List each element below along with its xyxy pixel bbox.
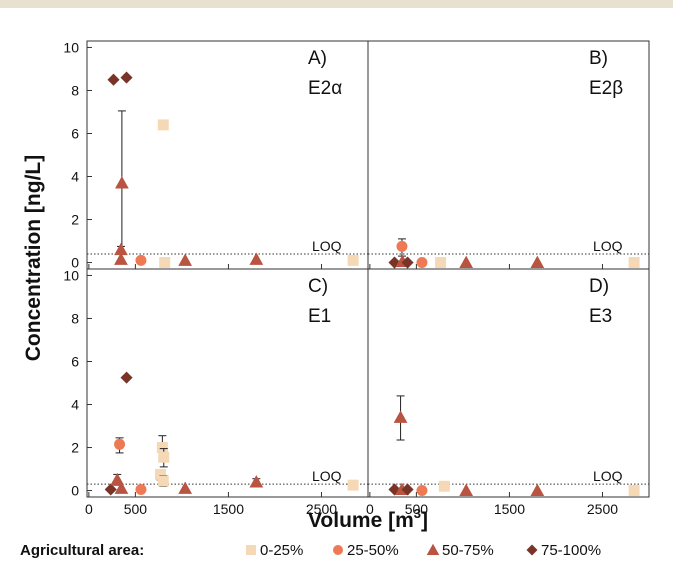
data-point-cat-0-25 (438, 480, 450, 492)
y-tick-label: 8 (71, 310, 79, 326)
data-point-cat-25-50 (114, 438, 126, 450)
y-tick-label: 6 (71, 353, 79, 369)
legend-label: 50-75% (442, 542, 494, 559)
legend-label: 0-25% (260, 542, 303, 559)
data-point-cat-50-75 (115, 176, 129, 189)
y-tick-label: 4 (71, 169, 79, 185)
loq-label: LOQ (312, 238, 342, 254)
x-tick-label: 2500 (306, 501, 337, 517)
data-point-cat-25-50 (416, 257, 428, 269)
y-tick-label: 6 (71, 125, 79, 141)
data-point-cat-50-75 (459, 255, 474, 269)
data-point-cat-25-50 (396, 240, 408, 252)
data-point-cat-0-25 (347, 479, 359, 491)
loq-label: LOQ (312, 468, 342, 484)
data-point-cat-0-25 (155, 468, 167, 480)
data-point-cat-50-75 (114, 481, 129, 494)
data-point-cat-75-100 (107, 73, 120, 86)
x-tick-label: 1500 (494, 501, 525, 517)
data-point-cat-50-75 (114, 252, 128, 265)
top-accent-bar (0, 0, 673, 8)
y-tick-label: 2 (71, 212, 79, 228)
data-point-cat-50-75 (249, 252, 264, 265)
data-point-cat-0-25 (157, 119, 169, 131)
x-axis-label-sup: 3 (414, 506, 421, 521)
legend: Agricultural area: 0-25% 25-50% 50-75% 75-1… (20, 542, 601, 559)
panel-a: LOQ A) E2α 0 2 4 6 8 10 (63, 39, 369, 271)
panel-letter-label: B) (589, 48, 608, 69)
panel-frame (86, 268, 369, 498)
y-axis-label: Concentration [ng/L] (22, 155, 45, 361)
panel-d: LOQ D) E3 0 500 1500 2500 (366, 268, 650, 517)
x-tick-label: 0 (366, 501, 374, 517)
data-point-cat-50-75 (530, 255, 545, 269)
data-point-cat-25-50 (135, 254, 147, 266)
x-tick-label: 2500 (587, 501, 618, 517)
data-point-cat-50-75 (459, 483, 474, 497)
data-point-cat-0-25 (435, 257, 447, 269)
data-point-cat-75-100 (104, 483, 117, 496)
legend-marker-cat-0-25 (246, 545, 256, 555)
data-point-cat-50-75 (178, 481, 193, 494)
data-point-cat-25-50 (416, 485, 428, 497)
data-point-cat-25-50 (135, 483, 147, 495)
legend-marker-cat-75-100 (526, 544, 538, 556)
legend-label: 25-50% (347, 542, 399, 559)
y-tick-label: 10 (63, 39, 79, 55)
panel-c: LOQ C) E1 0 2 4 6 8 10 0 500 1500 2500 (63, 267, 369, 517)
panel-letter-label: C) (308, 276, 328, 297)
y-tick-label: 8 (71, 82, 79, 98)
y-tick-label: 0 (71, 483, 79, 499)
x-axis-label-tail: ] (421, 509, 428, 532)
legend-marker-cat-25-50 (333, 545, 343, 555)
x-axis-label-main: Volume [m (308, 509, 414, 532)
data-point-cat-75-100 (401, 483, 414, 496)
y-tick-label: 10 (63, 267, 79, 283)
x-tick-label: 500 (124, 501, 148, 517)
panel-compound-label: E2α (308, 78, 342, 99)
data-point-cat-50-75 (393, 410, 408, 423)
y-tick-label: 2 (71, 440, 79, 456)
data-point-cat-0-25 (158, 451, 170, 463)
data-point-cat-75-100 (120, 71, 133, 84)
panel-compound-label: E1 (308, 306, 331, 327)
y-tick-label: 0 (71, 255, 79, 271)
loq-label: LOQ (593, 468, 623, 484)
panel-letter-label: A) (308, 48, 327, 69)
x-tick-label: 0 (85, 501, 93, 517)
data-point-cat-50-75 (178, 253, 193, 266)
y-tick-label: 4 (71, 397, 79, 413)
data-point-cat-50-75 (110, 472, 125, 486)
panel-frame (367, 40, 650, 270)
panel-frame (367, 268, 650, 498)
data-point-cat-0-25 (628, 485, 640, 497)
panel-compound-label: E3 (589, 306, 612, 327)
data-point-cat-0-25 (159, 257, 171, 269)
legend-marker-cat-50-75 (426, 543, 440, 555)
data-point-cat-50-75 (249, 475, 264, 488)
data-point-cat-0-25 (156, 442, 168, 454)
legend-label: 75-100% (541, 542, 601, 559)
legend-title: Agricultural area: (20, 542, 144, 559)
panel-letter-label: D) (589, 276, 609, 297)
data-point-cat-75-100 (401, 256, 414, 269)
panel-compound-label: E2β (589, 78, 623, 99)
panel-b: LOQ B) E2β (367, 40, 650, 270)
x-tick-label: 500 (405, 501, 429, 517)
x-axis-label: Volume [m3] (308, 506, 428, 532)
data-point-cat-0-25 (157, 475, 169, 487)
loq-label: LOQ (593, 238, 623, 254)
x-tick-label: 1500 (213, 501, 244, 517)
data-point-cat-0-25 (347, 254, 359, 266)
data-point-cat-0-25 (628, 257, 640, 269)
data-point-cat-50-75 (114, 242, 128, 256)
data-point-cat-50-75 (530, 483, 545, 497)
data-point-cat-75-100 (120, 371, 133, 384)
